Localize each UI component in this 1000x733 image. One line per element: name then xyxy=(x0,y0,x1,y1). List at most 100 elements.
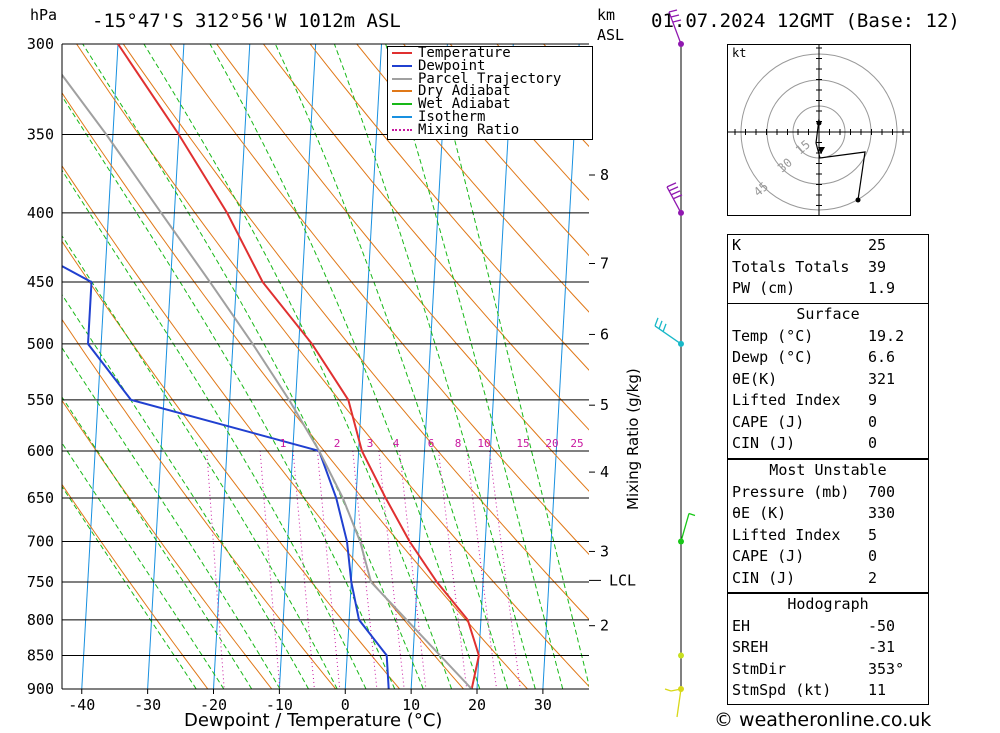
table-row: PW (cm) 1.9 xyxy=(728,278,928,300)
wind-barb xyxy=(662,323,667,333)
km-tick-label: 6 xyxy=(600,325,609,343)
dry-adiabat-line xyxy=(216,44,589,492)
row-value: 9 xyxy=(868,391,878,409)
row-value: -31 xyxy=(868,638,896,656)
km-unit-label: km xyxy=(597,6,616,24)
x-tick-label: -30 xyxy=(134,696,161,714)
wind-barb xyxy=(672,19,682,23)
storm-motion-marker xyxy=(818,147,825,154)
row-label: CIN (J) xyxy=(732,434,796,452)
mixing-ratio-label: 6 xyxy=(428,437,435,450)
dry-adiabat-line xyxy=(917,44,1000,689)
row-value: 39 xyxy=(868,257,887,276)
pressure-tick-label: 300 xyxy=(27,35,54,53)
hodograph-ring-label: 45 xyxy=(751,179,771,199)
row-value: 2 xyxy=(868,568,878,587)
wind-barb xyxy=(670,688,682,692)
profile-lines xyxy=(62,44,480,689)
pressure-tick-label: 800 xyxy=(27,611,54,629)
wet-adiabat-line xyxy=(385,44,564,689)
asl-unit-label: ASL xyxy=(597,26,625,44)
table-header: Hodograph xyxy=(787,595,869,613)
pressure-unit-label: hPa xyxy=(30,6,58,24)
x-tick-label: 10 xyxy=(402,696,420,714)
row-label: CAPE (J) xyxy=(732,547,805,565)
wind-barb xyxy=(670,190,681,196)
wet-adiabat-line xyxy=(209,44,481,689)
hodograph-ring-label: 30 xyxy=(775,155,795,175)
chart-axes: 1 2 3 4 6 8 10 15 20 2530035040045050055060065070… xyxy=(27,35,636,714)
legend-swatch xyxy=(392,128,412,131)
row-label: StmDir xyxy=(732,659,787,678)
pressure-tick-label: 650 xyxy=(27,489,54,507)
legend-label: Wet Adiabat xyxy=(418,96,511,113)
pressure-tick-label: 450 xyxy=(27,273,54,291)
datetime-title: 01.07.2024 12GMT (Base: 12) xyxy=(651,10,960,32)
hodograph-panel: 15 30 45 kt xyxy=(727,44,911,216)
mixing-ratio-label: 10 xyxy=(477,437,490,450)
legend-label: Mixing Ratio xyxy=(418,121,520,138)
legend-label: Temperature xyxy=(418,45,511,61)
legend-label: Dewpoint xyxy=(418,57,486,74)
table-row: StmSpd (kt) 11 xyxy=(728,680,928,702)
row-value: 25 xyxy=(868,236,887,254)
row-label: Lifted Index xyxy=(732,391,841,409)
row-label: K xyxy=(732,236,742,254)
surface-table: Surface Temp (°C) 19.2 Dewp (°C) 6.6 θE(K) 321… xyxy=(727,303,929,459)
row-value: 321 xyxy=(868,369,896,388)
hodograph-trace xyxy=(815,118,866,201)
row-label: EH xyxy=(732,616,751,635)
pressure-tick-label: 850 xyxy=(27,646,54,664)
table-row: Temp (°C) 19.2 xyxy=(728,326,928,348)
mixing-ratio-line xyxy=(489,450,521,689)
mixing-ratio-line xyxy=(292,450,315,689)
row-value: 0 xyxy=(868,434,878,452)
hodograph-point xyxy=(855,197,861,203)
pressure-tick-label: 900 xyxy=(27,680,54,698)
dewpoint-profile-line xyxy=(62,265,390,689)
table-row: Lifted Index 9 xyxy=(728,390,928,412)
location-title: -15°47'S 312°56'W 1012m ASL xyxy=(92,10,401,32)
legend-swatch xyxy=(392,90,412,93)
table-header: Most Unstable xyxy=(769,461,887,479)
wind-barb xyxy=(668,186,679,192)
legend-label: Dry Adiabat xyxy=(418,83,511,100)
x-axis-label: Dewpoint / Temperature (°C) xyxy=(184,710,443,731)
row-value: 11 xyxy=(868,681,887,699)
mixing-ratio-line xyxy=(438,450,468,689)
legend-item: Dry Adiabat xyxy=(392,83,511,100)
wet-adiabat-line xyxy=(333,44,536,689)
wind-barb-column xyxy=(654,9,696,718)
legend-item: Mixing Ratio xyxy=(392,121,520,138)
wet-adiabat-line xyxy=(82,44,424,689)
hodograph-point xyxy=(816,120,822,126)
table-row: K 25 xyxy=(728,235,928,257)
isotherm-line xyxy=(542,44,580,689)
row-value: 5 xyxy=(868,525,878,544)
temperature-profile-line xyxy=(117,44,480,689)
x-tick-label: 30 xyxy=(534,696,552,714)
mixing-ratio-axis-label: Mixing Ratio (g/kg) xyxy=(624,368,642,510)
table-row: CAPE (J) 0 xyxy=(728,546,928,568)
table-row: Totals Totals 39 xyxy=(728,257,928,279)
wet-adiabat-line xyxy=(62,95,396,689)
table-row: SREH -31 xyxy=(728,637,928,659)
indices-table: K 25 Totals Totals 39 PW (cm) 1.9 xyxy=(727,234,929,304)
wind-barb xyxy=(670,14,680,18)
legend-item: Dewpoint xyxy=(392,57,486,74)
pressure-tick-label: 400 xyxy=(27,204,54,222)
legend-item: Wet Adiabat xyxy=(392,96,511,113)
pressure-tick-label: 600 xyxy=(27,442,54,460)
mixing-ratio-label: 2 xyxy=(334,437,341,450)
table-row: CIN (J) 2 xyxy=(728,568,928,590)
table-row: CAPE (J) 0 xyxy=(728,412,928,434)
pressure-tick-label: 750 xyxy=(27,573,54,591)
row-label: θE (K) xyxy=(732,504,787,522)
row-label: CAPE (J) xyxy=(732,412,805,431)
lcl-label: LCL xyxy=(609,571,636,589)
isotherm-line xyxy=(147,44,185,689)
row-value: 353° xyxy=(868,659,905,678)
table-row: θE(K) 321 xyxy=(728,369,928,391)
